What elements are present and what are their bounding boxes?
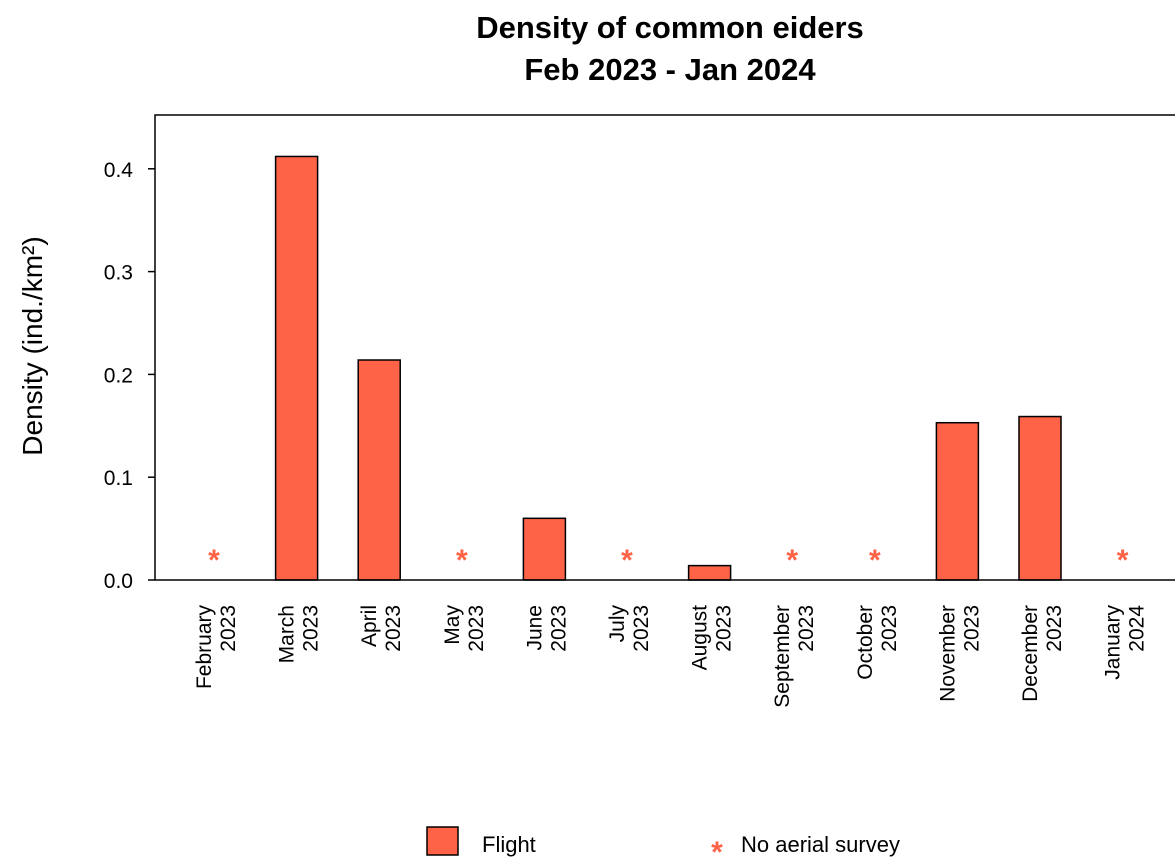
x-label-month: July [606,605,629,643]
legend: Flight * No aerial survey [426,826,900,859]
x-label-month: March [276,605,299,663]
x-label-month: December [1019,605,1042,702]
chart-title-line-2: Feb 2023 - Jan 2024 [524,52,816,87]
y-axis: 0.0 0.1 0.2 0.3 0.4 [104,159,155,593]
bar-march [274,155,319,581]
x-label-month: June [523,605,546,651]
x-label-month: January [1102,605,1125,680]
no-survey-marker-october: * [869,544,881,577]
y-tick-label: 0.0 [104,570,133,593]
x-label-year: 2023 [547,605,570,652]
x-label-year: 2023 [960,605,983,652]
bar-august [687,564,732,581]
no-survey-marker-july: * [621,544,633,577]
y-axis-label: Density (ind./km²) [17,236,48,455]
x-label-year: 2024 [1126,605,1149,652]
legend-star-marker: * [711,836,723,859]
no-survey-marker-september: * [786,544,798,577]
no-survey-marker-february: * [208,544,220,577]
x-label-year: 2023 [300,605,323,652]
x-label-year: 2023 [713,605,736,652]
x-label-year: 2023 [878,605,901,652]
legend-no-survey-label: No aerial survey [741,832,900,857]
x-label-month: November [936,605,959,702]
no-survey-marker-may: * [456,544,468,577]
x-label-month: October [854,605,877,680]
y-tick-label: 0.3 [104,262,133,285]
no-survey-marker-january: * [1117,544,1129,577]
bar-december [1018,415,1062,581]
x-label-year: 2023 [465,605,488,652]
x-label-year: 2023 [382,605,405,652]
plot-frame [154,114,1175,581]
x-label-year: 2023 [1043,605,1066,652]
legend-flight-swatch [426,826,459,856]
y-tick-label: 0.1 [104,467,133,490]
x-label-year: 2023 [630,605,653,652]
x-axis-labels: February 2023 March 2023 April 2023 May 2023 Jun… [193,605,1149,708]
x-label-month: April [358,605,381,647]
x-label-month: May [441,605,464,645]
y-tick-label: 0.2 [104,364,133,387]
x-label-month: August [689,605,712,671]
legend-flight-label: Flight [482,832,536,857]
x-label-month: February [193,605,216,690]
y-tick-label: 0.4 [104,159,134,182]
x-label-year: 2023 [217,605,240,652]
bar-november [935,421,980,581]
no-survey-markers: * * * * * * [208,544,1129,577]
x-label-month: September [771,605,794,708]
bar-june [522,517,567,581]
bars-group [274,155,1062,581]
chart-title-line-1: Density of common eiders [476,10,864,45]
bar-april [357,359,401,581]
x-label-year: 2023 [795,605,818,652]
